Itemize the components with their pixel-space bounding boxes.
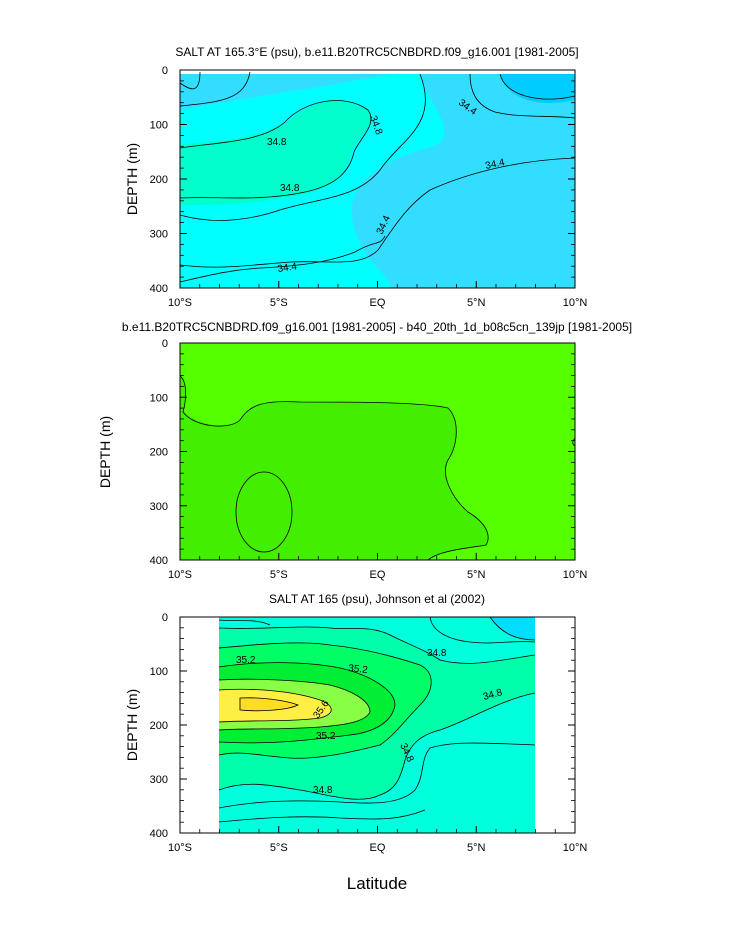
panel-2-contour-3 [572, 437, 576, 447]
panel-2: b.e11.B20TRC5CNBDRD.f09_g16.001 [1981-20… [97, 320, 632, 581]
panel-3-contour-1 [218, 626, 391, 636]
panel-3-contour-5 [218, 688, 332, 723]
panel-2-plot-area [179, 343, 576, 561]
panel-3-contour-label-6: 34.8 [482, 687, 504, 703]
panel-2-x-ticks: 10°S 5°S EQ 5°N 10°N [168, 553, 587, 581]
panel-3-contour-7 [218, 692, 536, 800]
panel-3-fill-level6 [240, 697, 298, 711]
panel-2-contour-1 [179, 375, 489, 561]
panel-1-contour-4 [179, 73, 426, 221]
y-tick-label: 200 [150, 174, 168, 186]
x-tick-label: 10°N [563, 842, 588, 854]
panel-3-contour-8 [389, 634, 536, 664]
panel-1-contour-2 [179, 71, 251, 107]
x-tick-label: 5°N [467, 569, 486, 581]
panel-3-contour-6 [239, 697, 299, 712]
panel-3-fill-ne [490, 617, 535, 640]
y-tick-label: 400 [150, 283, 168, 295]
y-tick-label: 400 [150, 555, 168, 567]
panel-3-contour-13 [218, 809, 426, 823]
panel-1-contour-7 [469, 73, 576, 119]
panel-1-fill-ne [500, 72, 575, 103]
panel-1-contour-label-1: 34.8 [267, 137, 287, 148]
panel-1-fill-core [180, 101, 372, 205]
panel-1-contour-label-3: 34.8 [280, 183, 300, 194]
panel-3-contour-4 [218, 678, 371, 731]
panel-3-title: SALT AT 165 (psu), Johnson et al (2002) [269, 592, 485, 606]
x-axis-title: Latitude [347, 874, 408, 893]
x-tick-label: 5°N [467, 297, 486, 309]
y-tick-label: 200 [150, 720, 168, 732]
panel-3-contour-label-4: 35.2 [316, 731, 336, 742]
x-tick-label: EQ [370, 569, 386, 581]
panel-3-contour-2 [218, 642, 432, 759]
y-tick-label: 100 [150, 392, 168, 404]
x-tick-label: 10°S [168, 297, 192, 309]
panel-3-x-ticks: 10°S 5°S EQ 5°N 10°N [168, 826, 587, 854]
x-tick-label: EQ [370, 842, 386, 854]
panel-3-contour-12 [218, 742, 536, 809]
panel-1-y-label: DEPTH (m) [124, 143, 140, 215]
panel-1-title: SALT AT 165.3°E (psu), b.e11.B20TRC5CNBD… [175, 45, 578, 59]
panel-1-y-ticks: 0 100 200 300 400 [150, 65, 575, 295]
panel-1-x-ticks: 10°S 5°S EQ 5°N 10°N [168, 281, 587, 309]
x-tick-label: 10°N [563, 297, 588, 309]
panel-3-contour-9 [218, 619, 271, 626]
y-tick-label: 100 [150, 666, 168, 678]
y-tick-label: 200 [150, 447, 168, 459]
panel-3-y-ticks: 0 100 200 300 400 [150, 612, 575, 840]
panel-3-y-label: DEPTH (m) [124, 689, 140, 761]
panel-2-y-ticks: 0 100 200 300 400 [150, 338, 575, 567]
panel-3-contour-10 [429, 616, 536, 644]
y-tick-label: 300 [150, 229, 168, 241]
panel-3-contour-label-2: 35.2 [348, 663, 369, 676]
x-tick-label: EQ [370, 297, 386, 309]
x-tick-label: 5°N [467, 842, 486, 854]
panel-1-top-strip [180, 70, 575, 74]
panel-1-plot-area: 34.8 34.8 34.8 34.4 34.4 34.4 34.4 [179, 70, 576, 289]
panel-1-contour-1 [179, 71, 201, 90]
y-tick-label: 300 [150, 774, 168, 786]
panel-2-contour-2 [235, 471, 293, 553]
panel-2-y-label: DEPTH (m) [97, 416, 113, 488]
panel-2-blob [236, 472, 292, 552]
x-tick-label: 5°S [270, 842, 288, 854]
panel-3-plot-area: 35.2 35.2 35.6 35.2 34.8 34.8 34.8 34.8 [218, 616, 536, 833]
panel-3-contour-label-5: 34.8 [427, 648, 447, 659]
panel-1-contour-3 [179, 100, 372, 199]
panel-3-contour-11 [489, 616, 536, 641]
x-tick-label: 10°N [563, 569, 588, 581]
x-tick-label: 10°S [168, 842, 192, 854]
panel-1: SALT AT 165.3°E (psu), b.e11.B20TRC5CNBD… [124, 45, 587, 309]
x-tick-label: 10°S [168, 569, 192, 581]
y-tick-label: 300 [150, 501, 168, 513]
y-tick-label: 0 [162, 338, 168, 350]
y-tick-label: 100 [150, 120, 168, 132]
panel-1-contour-6 [179, 235, 386, 283]
y-tick-label: 0 [162, 65, 168, 77]
panel-1-contour-5 [179, 157, 576, 268]
panel-1-contour-label-5: 34.4 [484, 157, 506, 172]
y-tick-label: 0 [162, 612, 168, 624]
y-tick-label: 400 [150, 828, 168, 840]
x-tick-label: 5°S [270, 297, 288, 309]
panel-2-title: b.e11.B20TRC5CNBDRD.f09_g16.001 [1981-20… [122, 320, 632, 334]
panel-3-contour-label-8: 34.8 [313, 785, 333, 796]
x-tick-label: 5°S [270, 569, 288, 581]
panel-1-contour-8 [499, 73, 576, 100]
panel-3: SALT AT 165 (psu), Johnson et al (2002) [124, 592, 587, 893]
panel-3-contour-3 [218, 662, 396, 744]
panel-3-contour-label-1: 35.2 [236, 655, 256, 666]
panel-1-contour-label-7: 34.4 [277, 261, 298, 275]
